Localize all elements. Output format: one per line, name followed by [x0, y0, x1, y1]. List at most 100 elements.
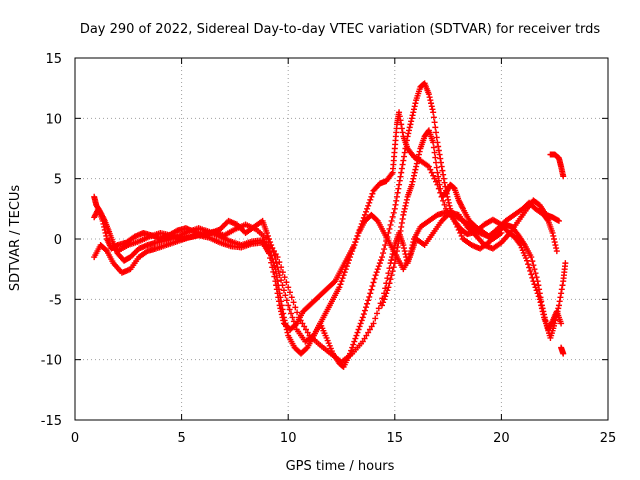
- data-point-marker: [370, 279, 377, 286]
- data-point-marker: [396, 113, 403, 120]
- data-point-marker: [439, 167, 446, 174]
- data-point-marker: [425, 163, 432, 170]
- data-point-marker: [389, 268, 396, 275]
- data-point-marker: [277, 305, 284, 312]
- data-point-marker: [336, 284, 343, 291]
- data-point-marker: [433, 129, 440, 136]
- data-point-marker: [282, 292, 289, 299]
- data-point-marker: [434, 169, 441, 176]
- data-point-marker: [380, 250, 387, 257]
- data-point-marker: [425, 91, 432, 98]
- data-point-marker: [343, 263, 350, 270]
- data-point-marker: [525, 261, 532, 268]
- data-point-marker: [388, 272, 395, 279]
- data-point-marker: [410, 109, 417, 116]
- data-point-marker: [550, 232, 557, 239]
- data-point-marker: [294, 309, 301, 316]
- data-point-marker: [416, 148, 423, 155]
- data-point-marker: [267, 242, 274, 249]
- data-point-marker: [288, 294, 295, 301]
- data-point-marker: [528, 254, 535, 261]
- data-point-marker: [379, 254, 386, 261]
- data-point-marker: [452, 220, 459, 227]
- series-track-e: [379, 127, 505, 309]
- data-point-marker: [382, 293, 389, 300]
- data-point-marker: [400, 157, 407, 164]
- data-point-marker: [273, 286, 280, 293]
- data-point-marker: [399, 161, 406, 168]
- data-point-marker: [272, 278, 279, 285]
- data-point-marker: [552, 317, 559, 324]
- data-point-marker: [263, 229, 270, 236]
- data-point-marker: [331, 279, 338, 286]
- data-point-marker: [349, 344, 356, 351]
- data-point-marker: [279, 282, 286, 289]
- data-point-marker: [406, 124, 413, 131]
- y-tick-label: 5: [54, 173, 62, 188]
- data-point-marker: [347, 254, 354, 261]
- data-point-marker: [533, 274, 540, 281]
- data-point-marker: [363, 208, 370, 215]
- data-point-marker: [102, 229, 109, 236]
- data-point-marker: [337, 281, 344, 288]
- data-point-marker: [342, 266, 349, 273]
- data-point-marker: [398, 169, 405, 176]
- data-point-marker: [555, 305, 562, 312]
- series-track-g: [558, 344, 567, 357]
- data-point-marker: [391, 260, 398, 267]
- data-point-marker: [350, 341, 357, 348]
- data-point-marker: [426, 94, 433, 101]
- data-point-marker: [283, 279, 290, 286]
- data-point-marker: [345, 257, 352, 264]
- data-point-marker: [275, 268, 282, 275]
- data-point-marker: [352, 239, 359, 246]
- data-point-marker: [413, 160, 420, 167]
- data-point-marker: [557, 294, 564, 301]
- data-point-marker: [446, 202, 453, 209]
- data-point-marker: [445, 199, 452, 206]
- data-point-marker: [428, 100, 435, 107]
- data-point-marker: [541, 311, 548, 318]
- data-point-marker: [558, 286, 565, 293]
- data-point-marker: [397, 227, 404, 234]
- data-point-marker: [532, 270, 539, 277]
- data-point-marker: [414, 157, 421, 164]
- data-point-marker: [269, 264, 276, 271]
- data-point-marker: [398, 223, 405, 230]
- data-point-marker: [393, 252, 400, 259]
- data-point-marker: [541, 314, 548, 321]
- data-point-marker: [271, 273, 278, 280]
- data-point-marker: [537, 294, 544, 301]
- data-point-marker: [373, 269, 380, 276]
- x-tick-label: 10: [280, 431, 297, 446]
- data-point-marker: [437, 185, 444, 192]
- y-axis-label: SDTVAR / TECUs: [8, 185, 23, 292]
- data-point-marker: [381, 246, 388, 253]
- data-point-marker: [299, 320, 306, 327]
- x-tick-label: 25: [600, 431, 617, 446]
- data-point-marker: [559, 282, 566, 289]
- data-point-marker: [398, 125, 405, 132]
- data-point-marker: [396, 109, 403, 116]
- data-point-marker: [284, 329, 291, 336]
- data-point-marker: [435, 143, 442, 150]
- data-point-marker: [531, 281, 538, 288]
- data-point-marker: [403, 199, 410, 206]
- y-tick-label: 0: [54, 233, 62, 248]
- data-point-marker: [398, 219, 405, 226]
- data-point-marker: [562, 260, 569, 267]
- data-point-marker: [549, 229, 556, 236]
- data-point-marker: [283, 297, 290, 304]
- data-point-marker: [431, 119, 438, 126]
- data-point-marker: [263, 236, 270, 242]
- data-point-marker: [281, 274, 288, 281]
- data-point-marker: [436, 181, 443, 188]
- data-point-marker: [372, 272, 379, 279]
- data-point-marker: [384, 275, 391, 282]
- data-point-marker: [369, 283, 376, 290]
- data-point-marker: [432, 154, 439, 161]
- data-point-marker: [440, 175, 447, 182]
- data-point-marker: [363, 304, 370, 311]
- y-tick-label: -10: [41, 354, 62, 369]
